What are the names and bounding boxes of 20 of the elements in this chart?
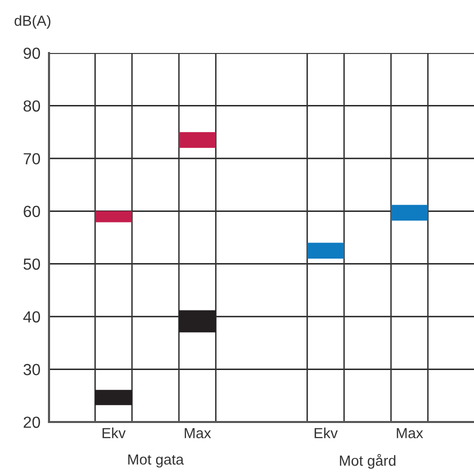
y-tick-label: 60 bbox=[24, 206, 40, 218]
y-tick-label: 70 bbox=[24, 153, 40, 164]
bar bbox=[307, 242, 344, 259]
y-tick-label: 80 bbox=[24, 100, 40, 112]
text: Mot gata bbox=[128, 454, 184, 468]
bar bbox=[95, 211, 132, 222]
bar bbox=[391, 204, 428, 221]
y-tick-label: 20 bbox=[24, 416, 40, 428]
x-tick-label: Ekv bbox=[314, 428, 338, 438]
y-axis-title: dB(A) bbox=[14, 15, 50, 29]
y-tick-label: 50 bbox=[24, 258, 40, 270]
y-tick-label: 30 bbox=[24, 364, 40, 376]
x-tick-label: Max bbox=[184, 428, 211, 438]
y-tick-label: 90 bbox=[24, 48, 40, 59]
y-tick-label: 40 bbox=[23, 311, 40, 323]
text: Mot gård bbox=[340, 454, 396, 469]
bar bbox=[95, 390, 132, 406]
x-tick-label: Max bbox=[396, 428, 424, 438]
x-tick-label: Ekv bbox=[102, 428, 126, 438]
bar bbox=[178, 132, 216, 148]
